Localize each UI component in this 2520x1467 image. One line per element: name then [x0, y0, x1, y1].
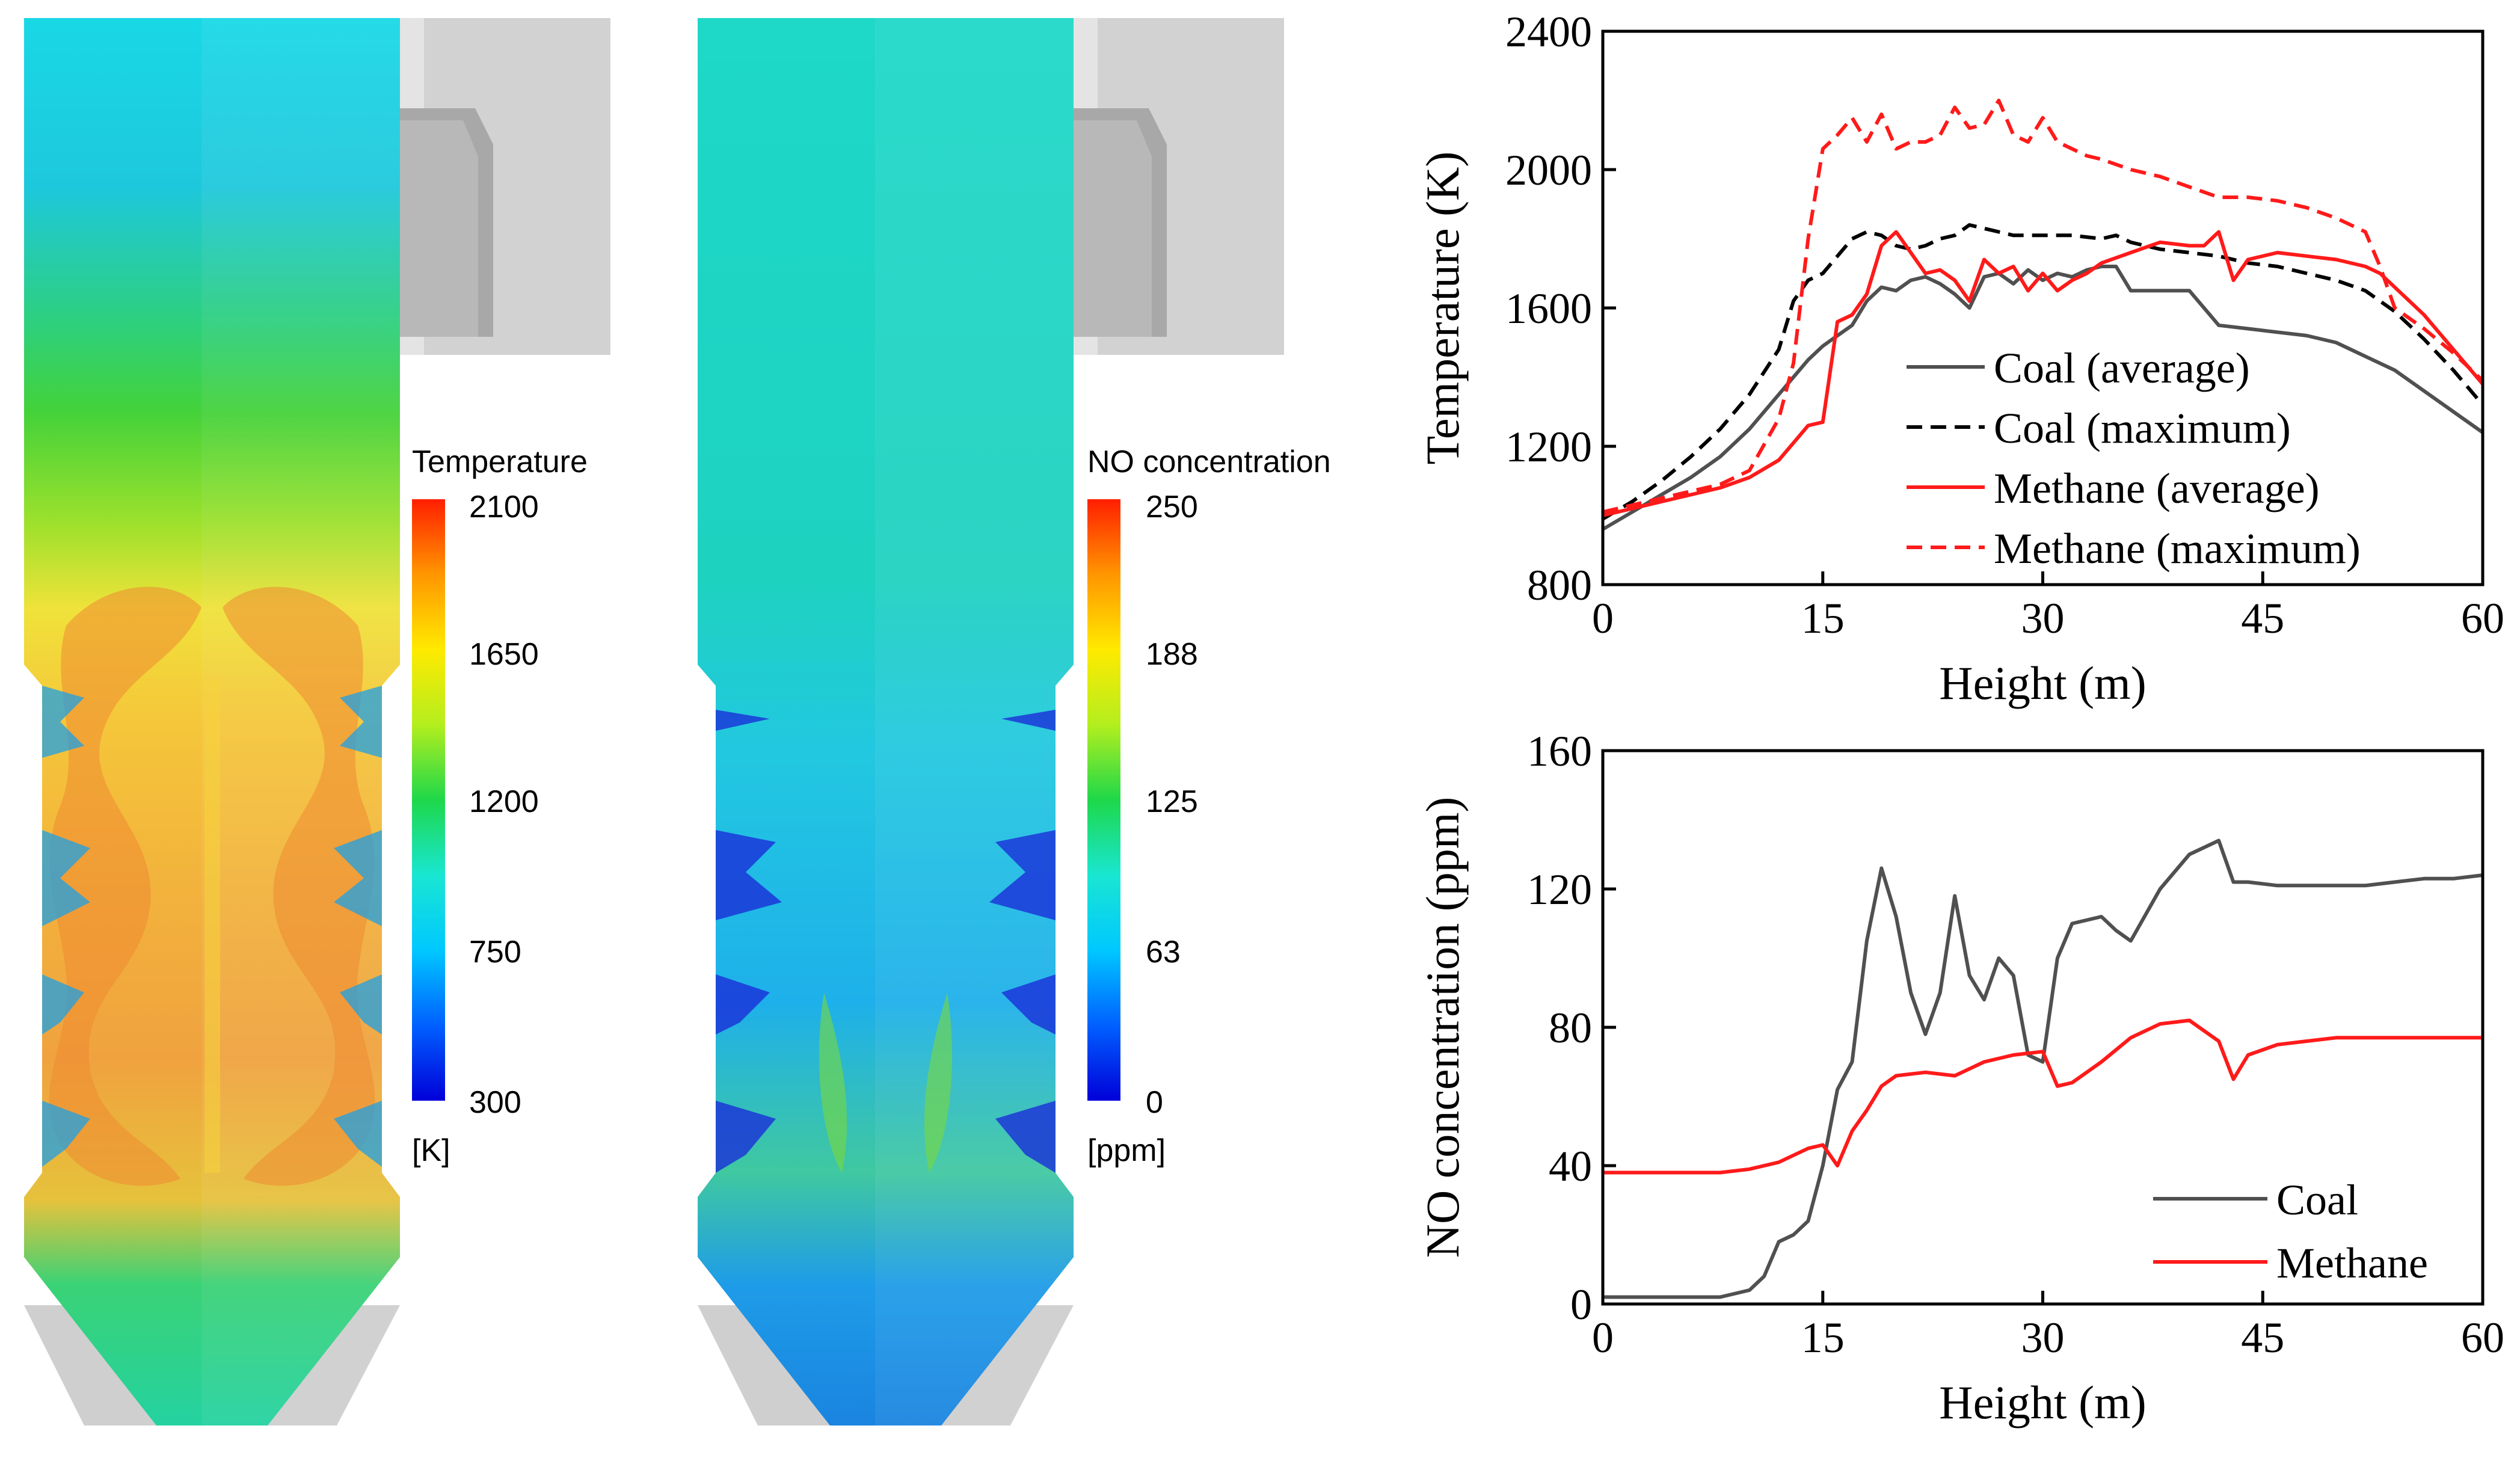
x-tick-label: 30 — [2021, 1314, 2065, 1362]
series-line-methane-maximum — [1602, 99, 2485, 514]
no-colorbar — [1087, 499, 1120, 1101]
no-colorbar-unit: [ppm] — [1087, 1133, 1166, 1168]
x-axis-title: Height (m) — [1939, 1376, 2146, 1429]
y-tick-label: 1200 — [1505, 423, 1592, 471]
temperature-tick-label: 1650 — [469, 637, 539, 672]
x-tick-label: 60 — [2461, 1314, 2504, 1362]
legend-label: Methane (maximum) — [1994, 524, 2361, 573]
no-colorbar-title: NO concentration — [1087, 444, 1331, 479]
legend-label: Methane (average) — [1994, 464, 2320, 512]
temperature-height-chart: 0 15 30 45 60 800 1200 1600 2000 2400 Height (m) Te… — [1416, 8, 2504, 709]
x-tick-label: 15 — [1801, 594, 1845, 642]
temperature-colorbar-unit: [K] — [412, 1133, 450, 1168]
no-tick-label: 250 — [1146, 490, 1198, 524]
series-line-methane-average — [1602, 230, 2485, 517]
y-axis-title: Temperature (K) — [1416, 152, 1469, 465]
legend-label: Coal (maximum) — [1994, 404, 2291, 452]
y-tick-label: 160 — [1527, 727, 1592, 775]
x-tick-label: 30 — [2021, 594, 2065, 642]
no-tick-label: 0 — [1146, 1085, 1163, 1120]
x-tick-label: 45 — [2241, 594, 2284, 642]
y-tick-label: 800 — [1527, 561, 1592, 609]
no-tick-label: 125 — [1146, 784, 1198, 819]
furnace-no-field — [698, 18, 1074, 1425]
temperature-tick-label: 300 — [469, 1085, 521, 1120]
series-line-coal-maximum — [1602, 223, 2485, 521]
series-line-methane — [1603, 1018, 2483, 1175]
series-line-coal — [1603, 838, 2483, 1299]
y-tick-label: 2400 — [1505, 8, 1592, 56]
series-line-coal-average — [1602, 265, 2484, 531]
legend-label: Coal (average) — [1994, 344, 2250, 392]
temperature-colorbar — [412, 499, 445, 1101]
no-tick-label: 188 — [1146, 637, 1198, 672]
y-axis-title: NO concentration (ppm) — [1416, 797, 1469, 1258]
legend-label: Coal — [2276, 1176, 2358, 1224]
temperature-colorbar-title: Temperature — [412, 444, 588, 479]
temperature-contour-panel: Temperature 2100 1650 1200 750 300 [K] — [24, 18, 610, 1425]
temperature-tick-label: 750 — [469, 935, 521, 970]
x-tick-label: 0 — [1592, 1314, 1614, 1362]
x-tick-label: 15 — [1801, 1314, 1845, 1362]
y-tick-label: 120 — [1527, 866, 1592, 914]
x-axis-title: Height (m) — [1939, 657, 2146, 709]
legend-label: Methane — [2276, 1239, 2428, 1287]
y-tick-label: 40 — [1549, 1142, 1592, 1190]
y-tick-label: 1600 — [1505, 284, 1592, 333]
no-tick-label: 63 — [1146, 935, 1181, 970]
temperature-tick-label: 2100 — [469, 490, 539, 524]
x-tick-label: 45 — [2241, 1314, 2284, 1362]
temperature-tick-label: 1200 — [469, 784, 539, 819]
y-tick-label: 80 — [1549, 1004, 1592, 1052]
y-tick-label: 0 — [1570, 1281, 1592, 1329]
no-height-chart: 0 15 30 45 60 0 40 80 120 160 Height (m) NO concent… — [1416, 727, 2504, 1429]
y-tick-label: 2000 — [1505, 146, 1592, 194]
x-tick-label: 0 — [1592, 594, 1614, 642]
no-contour-panel: NO concentration 250 188 125 63 0 [ppm] — [698, 18, 1331, 1425]
x-tick-label: 60 — [2461, 594, 2504, 642]
